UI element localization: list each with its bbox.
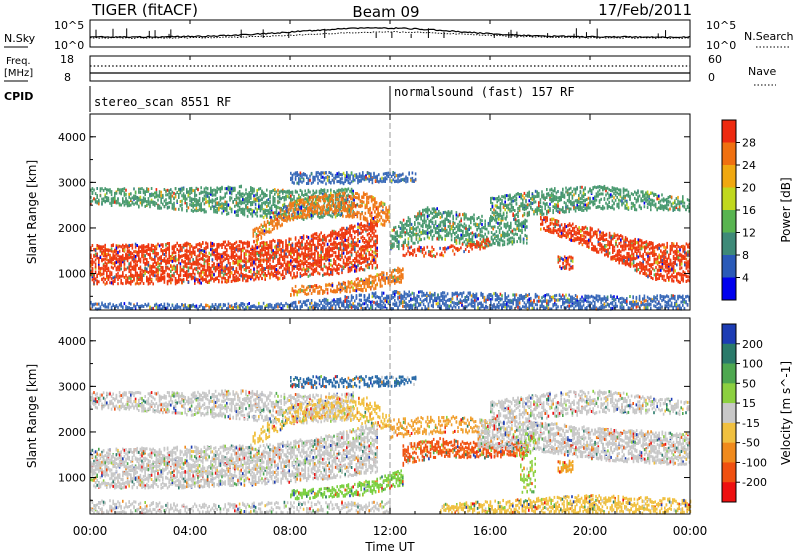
- power-colorbar-tick: 4: [742, 272, 749, 285]
- power-colorbar-tick: 24: [742, 159, 756, 172]
- velocity-colorbar-tick: -200: [742, 476, 767, 489]
- velocity-y-axis-label: Slant Range [km]: [25, 364, 39, 468]
- x-tick-label: 20:00: [573, 524, 608, 538]
- cpid-label: CPID: [4, 90, 33, 103]
- x-tick-label: 00:00: [73, 524, 108, 538]
- x-tick-label: 16:00: [473, 524, 508, 538]
- radar-title: TIGER (fitACF): [91, 1, 198, 19]
- power-colorbar-tick: 20: [742, 182, 756, 195]
- power-colorbar: 4 8 12 16 20 24 28 Power [dB]: [722, 120, 793, 300]
- velocity-y-tick-label: 4000: [58, 335, 86, 348]
- velocity-y-tick-label: 3000: [58, 380, 86, 393]
- velocity-colorbar-tick: 200: [742, 338, 763, 351]
- power-colorbar-tick: 28: [742, 137, 756, 150]
- nsky-line: [90, 28, 690, 38]
- freq-tick-top: 18: [60, 53, 74, 66]
- nsearch-label: N.Search: [744, 30, 794, 43]
- beam-title: Beam 09: [352, 3, 419, 21]
- date-title: 17/Feb/2011: [598, 1, 692, 19]
- power-colorbar-label: Power [dB]: [779, 177, 793, 242]
- velocity-colorbar-tick: -100: [742, 456, 767, 469]
- sky-tick-bottom-left: 10^0: [54, 39, 84, 52]
- nsky-label: N.Sky: [4, 32, 36, 45]
- power-y-tick-label: 4000: [58, 131, 86, 144]
- nsky-strip-frame: [90, 20, 690, 47]
- cpid-1: stereo_scan 8551 RF: [94, 95, 231, 109]
- freq-unit: [MHz]: [4, 68, 33, 79]
- nave-label: Nave: [748, 65, 776, 78]
- velocity-colorbar-tick: 50: [742, 377, 756, 390]
- x-tick-label: 00:00: [673, 524, 708, 538]
- nave-tick-bottom: 0: [708, 71, 715, 84]
- cpid-2: normalsound (fast) 157 RF: [394, 85, 575, 99]
- velocity-colorbar: 200 100 50 15 -15 -50 -100 -200 Velocity [m s^-1…: [722, 324, 793, 502]
- power-colorbar-tick: 8: [742, 249, 749, 262]
- power-y-axis-label: Slant Range [km]: [25, 160, 39, 264]
- sky-tick-bottom-right: 10^0: [706, 39, 736, 52]
- nave-tick-top: 60: [708, 53, 722, 66]
- velocity-y-tick-label: 1000: [58, 472, 86, 485]
- freq-tick-bottom: 8: [64, 71, 71, 84]
- radar-summary-plot: TIGER (fitACF) Beam 09 17/Feb/2011 N.Sky…: [0, 0, 800, 554]
- x-axis-label: Time UT: [364, 540, 415, 554]
- velocity-colorbar-tick: 15: [742, 397, 756, 410]
- power-colorbar-tick: 16: [742, 204, 756, 217]
- velocity-colorbar-tick: 100: [742, 358, 763, 371]
- velocity-y-tick-label: 2000: [58, 426, 86, 439]
- velocity-colorbar-tick: -15: [742, 417, 760, 430]
- power-y-tick-label: 1000: [58, 268, 86, 281]
- power-y-tick-label: 2000: [58, 222, 86, 235]
- freq-label: Freq.: [6, 56, 31, 67]
- x-tick-label: 04:00: [173, 524, 208, 538]
- power-colorbar-tick: 12: [742, 227, 756, 240]
- x-tick-label: 08:00: [273, 524, 308, 538]
- sky-tick-top-right: 10^5: [706, 19, 736, 32]
- velocity-panel: 1000 2000 3000 4000 Slant Range [km] 200 100 50…: [25, 318, 793, 515]
- velocity-colorbar-label: Velocity [m s^-1]: [779, 361, 793, 465]
- power-y-tick-label: 3000: [58, 176, 86, 189]
- power-panel: 1000 2000 3000 4000 Slant Range [km] 4 8 12 16 20…: [25, 114, 793, 311]
- x-tick-label: 12:00: [373, 524, 408, 538]
- sky-tick-top-left: 10^5: [54, 19, 84, 32]
- velocity-colorbar-tick: -50: [742, 437, 760, 450]
